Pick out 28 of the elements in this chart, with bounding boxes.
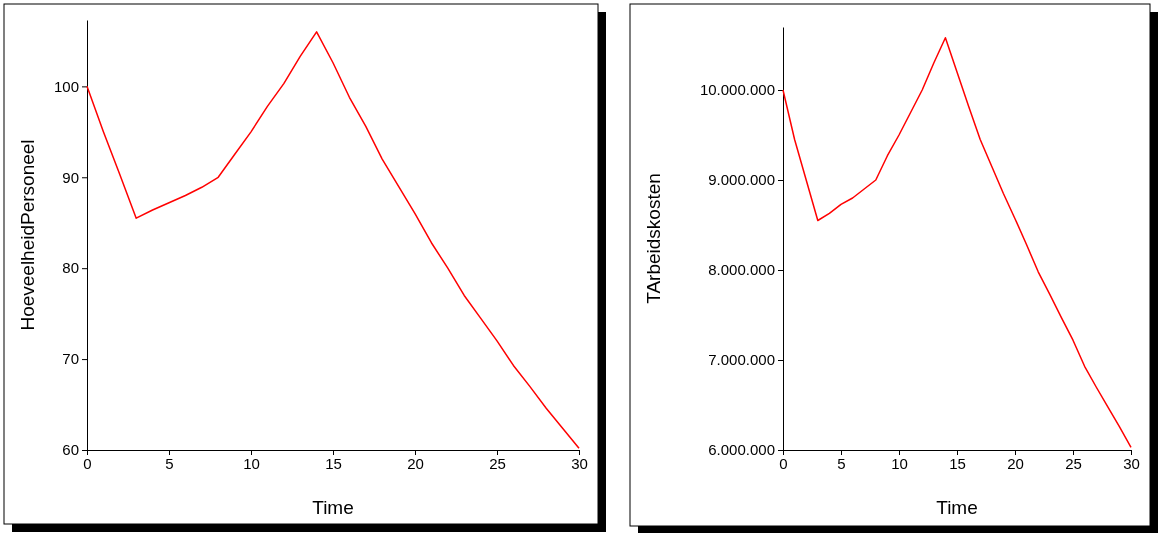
x-axis-title: Time <box>312 497 354 518</box>
x-tick-label: 5 <box>165 454 174 472</box>
x-tick-label: 0 <box>83 454 92 472</box>
y-tick-label: 6.000.000 <box>708 441 775 459</box>
x-tick-label: 20 <box>407 454 424 472</box>
x-tick-label: 30 <box>1123 454 1140 472</box>
y-tick-label: 90 <box>62 168 79 186</box>
x-tick-label: 5 <box>837 454 846 472</box>
x-tick-label: 10 <box>891 454 908 472</box>
y-tick-label: 8.000.000 <box>708 261 775 279</box>
y-axis-title: TArbeidskosten <box>643 173 664 304</box>
y-tick-label: 7.000.000 <box>708 351 775 369</box>
y-tick-label: 100 <box>53 77 79 95</box>
x-tick-label: 20 <box>1007 454 1024 472</box>
x-tick-label: 30 <box>571 454 588 472</box>
x-tick-label: 15 <box>325 454 342 472</box>
x-tick-label: 25 <box>489 454 506 472</box>
y-tick-label: 70 <box>62 350 79 368</box>
x-tick-label: 0 <box>779 454 788 472</box>
x-tick-label: 25 <box>1065 454 1082 472</box>
y-tick-label: 9.000.000 <box>708 171 775 189</box>
x-tick-label: 15 <box>949 454 966 472</box>
y-axis-title: HoeveelheidPersoneel <box>17 139 38 331</box>
y-tick-label: 10.000.000 <box>699 81 775 99</box>
y-tick-label: 80 <box>62 259 79 277</box>
y-tick-label: 60 <box>62 441 79 459</box>
x-axis-title: Time <box>936 497 978 518</box>
x-tick-label: 10 <box>243 454 260 472</box>
